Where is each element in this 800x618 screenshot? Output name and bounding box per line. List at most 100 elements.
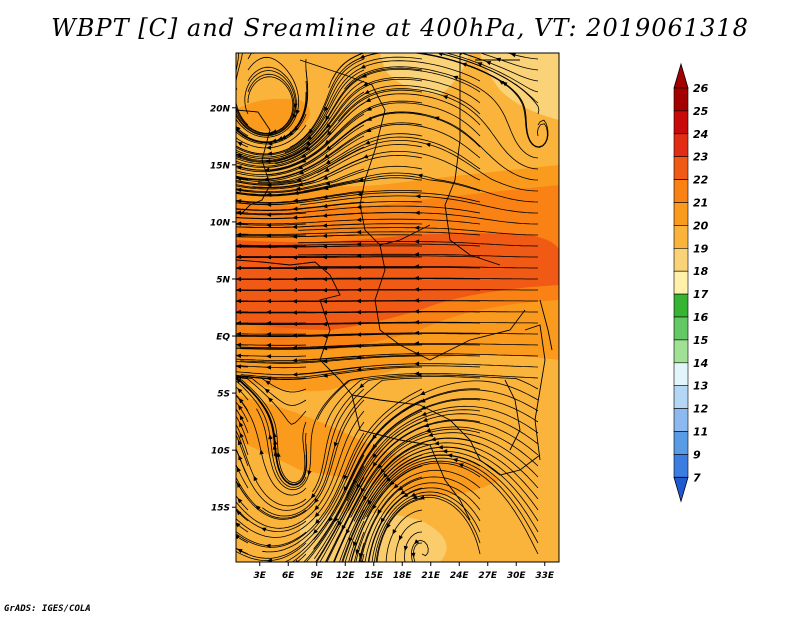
streamline-arrow — [236, 298, 242, 304]
streamline-arrow — [292, 372, 298, 377]
lon-label-6E: 6E — [282, 571, 295, 581]
colorbar-label-24: 24 — [693, 128, 708, 141]
streamline-arrow — [322, 373, 328, 378]
streamline-arrow — [414, 298, 420, 303]
streamline-arrow — [236, 165, 242, 170]
streamline-arrow — [322, 203, 328, 209]
streamline-arrow — [268, 434, 273, 440]
streamline-271 — [296, 553, 307, 562]
streamline-arrow — [356, 355, 362, 360]
streamline-230 — [316, 476, 365, 562]
streamline-arrow — [437, 53, 443, 57]
streamline-arrow — [420, 405, 427, 410]
streamline-arrow — [367, 499, 372, 506]
colorbar-label-11: 11 — [693, 426, 708, 439]
streamline-arrow — [292, 198, 298, 203]
colorbar-label-9: 9 — [693, 448, 701, 461]
streamline-arrow — [322, 299, 328, 304]
streamline-arrow — [273, 450, 278, 456]
streamline-198 — [236, 401, 249, 423]
streamline-arrow — [292, 321, 298, 327]
streamline-24 — [236, 53, 294, 134]
streamline-arrow — [427, 432, 434, 437]
lat-label-5S: 5S — [217, 390, 230, 400]
streamline-105 — [236, 245, 422, 248]
streamline-264 — [236, 535, 249, 544]
streamline-arrow — [236, 534, 240, 540]
streamline-arrow — [372, 461, 378, 468]
streamline-arrow — [355, 549, 360, 555]
streamline-arrow — [322, 194, 328, 200]
streamline-arrow — [298, 170, 304, 175]
streamline-arrow — [292, 358, 298, 363]
streamline-arrow — [255, 505, 261, 511]
streamline-arrow — [414, 252, 420, 257]
streamline-arrow — [267, 141, 273, 146]
streamline-arrow — [271, 129, 277, 134]
streamline-arrow — [266, 192, 272, 197]
streamline-arrow — [292, 345, 298, 350]
streamline-arrow — [300, 153, 307, 158]
streamline-arrow — [403, 545, 409, 552]
streamline-arrow — [322, 288, 328, 293]
streamline-arrow — [264, 167, 270, 173]
colorbar-label-14: 14 — [693, 357, 708, 370]
colorbar-bottom-arrow — [673, 476, 689, 503]
streamline-229 — [236, 380, 307, 488]
colorbar-segment — [673, 408, 689, 432]
streamline-38 — [236, 124, 365, 177]
streamline-arrow — [356, 241, 362, 247]
streamline-arrow — [343, 486, 348, 492]
streamline-arrow — [264, 388, 270, 394]
streamline-arrow — [341, 524, 346, 531]
streamline-arrow — [322, 345, 328, 351]
colorbar-segment — [673, 316, 689, 341]
lon-label-24E: 24E — [450, 571, 470, 581]
colorbar-label-25: 25 — [693, 105, 709, 118]
streamline-arrow — [292, 113, 297, 120]
streamline-arrow — [237, 439, 243, 446]
streamline-arrow — [266, 331, 272, 337]
streamline-arrow — [476, 62, 483, 67]
streamline-36 — [236, 53, 249, 126]
streamline-267 — [412, 542, 423, 562]
streamline-arrow — [498, 80, 505, 85]
streamline-arrow — [265, 543, 271, 549]
lat-label-20N: 20N — [210, 104, 231, 114]
streamline-arrow — [398, 535, 403, 541]
streamline-arrow — [360, 64, 366, 69]
colorbar-segment — [673, 156, 689, 180]
lon-label-9E: 9E — [311, 571, 324, 581]
streamline-31 — [236, 113, 307, 145]
streamline-arrow — [323, 153, 330, 159]
streamline-arrow — [366, 116, 373, 121]
streamline-arrow — [433, 441, 440, 446]
streamline-8 — [236, 69, 365, 158]
streamline-arrow — [377, 463, 383, 470]
streamline-99 — [236, 234, 423, 238]
streamline-arrow — [293, 103, 298, 109]
streamline-arrow — [324, 139, 330, 145]
streamline-arrow — [292, 224, 298, 230]
streamline-arrow — [236, 210, 242, 215]
streamline-arrow — [322, 255, 328, 260]
streamline-9 — [236, 67, 423, 160]
lat-label-EQ: EQ — [216, 333, 230, 343]
colorbar-segment — [673, 270, 689, 295]
streamline-218 — [291, 454, 365, 562]
streamline-234 — [236, 463, 249, 489]
streamline-arrow — [292, 234, 298, 239]
streamline-arrow — [392, 529, 397, 535]
streamline-arrow — [322, 333, 328, 339]
streamline-arrow — [356, 287, 362, 293]
streamline-arrow — [267, 131, 274, 136]
streamline-arrow — [380, 517, 386, 524]
streamline-250 — [364, 482, 481, 562]
streamline-arrow — [356, 217, 362, 222]
streamline-arrow — [397, 485, 404, 491]
streamline-arrow — [358, 553, 364, 559]
streamline-arrow — [356, 229, 362, 235]
streamline-arrow — [292, 266, 298, 271]
streamline-193 — [236, 377, 307, 425]
streamline-arrow — [307, 470, 312, 476]
